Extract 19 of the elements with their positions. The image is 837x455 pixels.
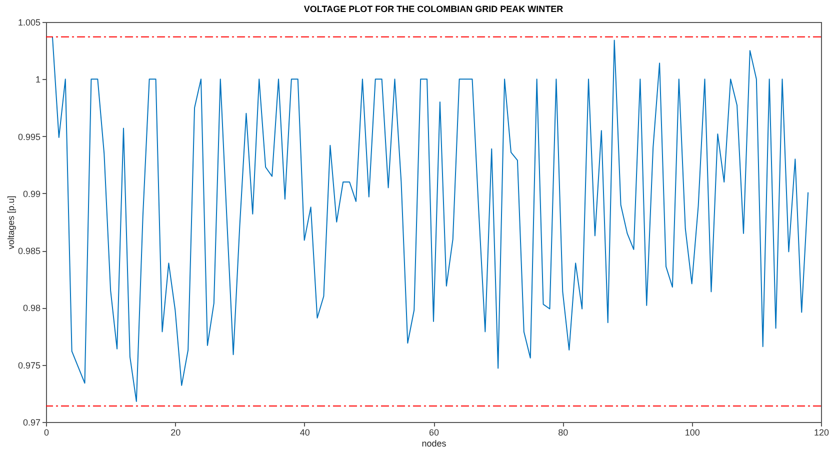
x-tick-label: 80 <box>558 428 568 438</box>
y-tick-label: 0.98 <box>22 303 40 314</box>
x-tick-label: 40 <box>300 428 310 438</box>
y-tick-label: 1.005 <box>18 18 40 28</box>
x-tick-label: 0 <box>44 428 50 438</box>
y-tick-label: 0.975 <box>18 360 40 370</box>
x-tick-label: 120 <box>814 428 830 438</box>
x-tick-label: 100 <box>684 428 700 438</box>
y-tick-label: 0.97 <box>22 418 40 428</box>
y-tick-label: 1 <box>35 74 40 85</box>
line-series <box>52 36 809 402</box>
x-tick-label: 60 <box>428 428 440 438</box>
y-tick-label: 0.99 <box>22 188 40 199</box>
chart-title: VOLTAGE PLOT FOR THE COLOMBIAN GRID PEAK WINTER <box>304 4 564 14</box>
x-axis-title: nodes <box>422 438 447 448</box>
y-axis-title: voltages [p.u] <box>6 196 16 250</box>
y-tick-label: 0.995 <box>18 132 40 142</box>
x-tick-label: 20 <box>170 428 181 438</box>
y-tick-label: 0.985 <box>18 246 40 256</box>
